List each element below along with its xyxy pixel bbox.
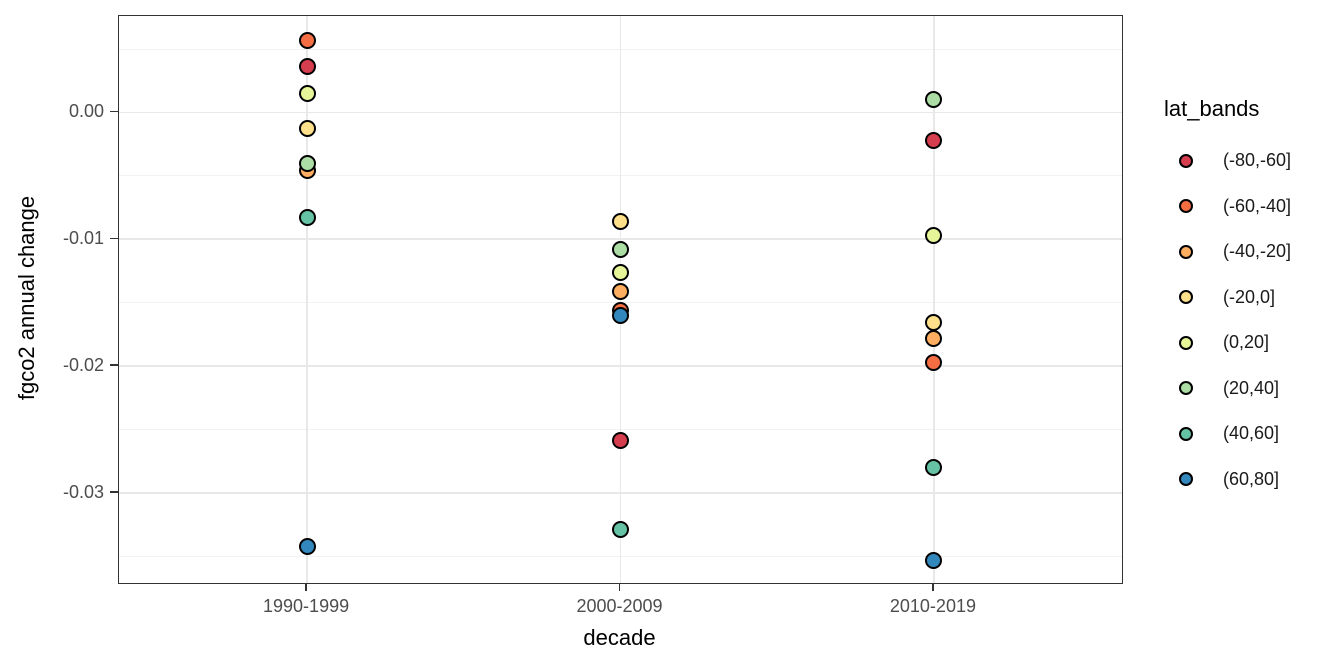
legend-key-label: (-20,0] xyxy=(1223,286,1276,307)
legend-item: (20,40] xyxy=(1164,366,1339,412)
x-tick-label: 1990-1999 xyxy=(263,596,350,616)
legend-key-label: (-60,-40] xyxy=(1223,195,1292,216)
x-axis-title: decade xyxy=(583,625,656,650)
legend-key-label: (-80,-60] xyxy=(1223,150,1292,171)
legend-item: (-60,-40] xyxy=(1164,184,1339,230)
gridline-major-x xyxy=(933,16,935,583)
y-tick-label: -0.01 xyxy=(62,228,104,249)
legend-key-label: (40,60] xyxy=(1223,423,1280,444)
x-tick-label: 2010-2019 xyxy=(889,596,976,616)
legend: lat_bands (-80,-60] (-60,-40] (-40,-20] (-2… xyxy=(1164,96,1339,502)
legend-item: (60,80] xyxy=(1164,457,1339,503)
data-point xyxy=(925,226,943,244)
legend-key-dot xyxy=(1179,381,1193,396)
legend-key-dot xyxy=(1179,472,1193,487)
legend-item: (-40,-20] xyxy=(1164,229,1339,275)
y-axis-title: fgco2 annual change xyxy=(14,195,39,401)
x-tick-mark xyxy=(932,583,934,592)
data-point xyxy=(298,209,316,227)
legend-key-dot xyxy=(1179,290,1193,305)
legend-item: (-80,-60] xyxy=(1164,138,1339,184)
data-point xyxy=(925,131,943,149)
y-tick-label: -0.02 xyxy=(62,355,104,376)
data-point xyxy=(925,314,943,332)
legend-key-label: (0,20] xyxy=(1223,332,1270,353)
data-point xyxy=(298,537,316,555)
data-point xyxy=(298,31,316,49)
data-point xyxy=(612,240,629,258)
data-point xyxy=(925,353,943,371)
x-tick-mark xyxy=(305,583,307,592)
legend-key-dot xyxy=(1179,244,1193,259)
legend-item: (0,20] xyxy=(1164,320,1339,366)
legend-key-label: (-40,-20] xyxy=(1223,241,1292,262)
data-point xyxy=(298,84,316,102)
legend-key-dot xyxy=(1179,153,1193,168)
legend-item: (40,60] xyxy=(1164,411,1339,457)
legend-items: (-80,-60] (-60,-40] (-40,-20] (-20,0] (0,20]… xyxy=(1164,138,1339,502)
data-point xyxy=(298,120,316,138)
data-point xyxy=(612,521,629,539)
data-point xyxy=(925,91,943,109)
y-tick-label: 0.00 xyxy=(68,101,104,122)
plot-panel xyxy=(118,15,1123,584)
legend-item: (-20,0] xyxy=(1164,275,1339,321)
y-tick-mark xyxy=(110,491,118,493)
y-tick-mark xyxy=(110,110,118,113)
data-point xyxy=(298,154,316,172)
legend-key-label: (20,40] xyxy=(1223,377,1280,398)
y-tick-mark xyxy=(110,364,118,366)
legend-key-label: (60,80] xyxy=(1223,468,1280,489)
data-point xyxy=(925,459,943,477)
x-tick-mark xyxy=(618,583,621,592)
data-point xyxy=(612,306,629,324)
x-tick-label: 2000-2009 xyxy=(576,596,663,616)
data-point xyxy=(612,432,629,450)
data-point xyxy=(612,282,629,300)
data-point xyxy=(298,58,316,76)
legend-key-dot xyxy=(1179,199,1193,214)
data-point xyxy=(925,551,943,569)
gridline-major-x xyxy=(306,16,308,583)
legend-key-dot xyxy=(1179,426,1193,441)
data-point xyxy=(612,212,629,230)
data-point xyxy=(925,329,943,347)
data-point xyxy=(612,263,629,281)
legend-key-dot xyxy=(1179,335,1193,350)
y-tick-mark xyxy=(110,237,118,239)
legend-title: lat_bands xyxy=(1164,96,1260,121)
y-tick-label: -0.03 xyxy=(62,481,104,502)
